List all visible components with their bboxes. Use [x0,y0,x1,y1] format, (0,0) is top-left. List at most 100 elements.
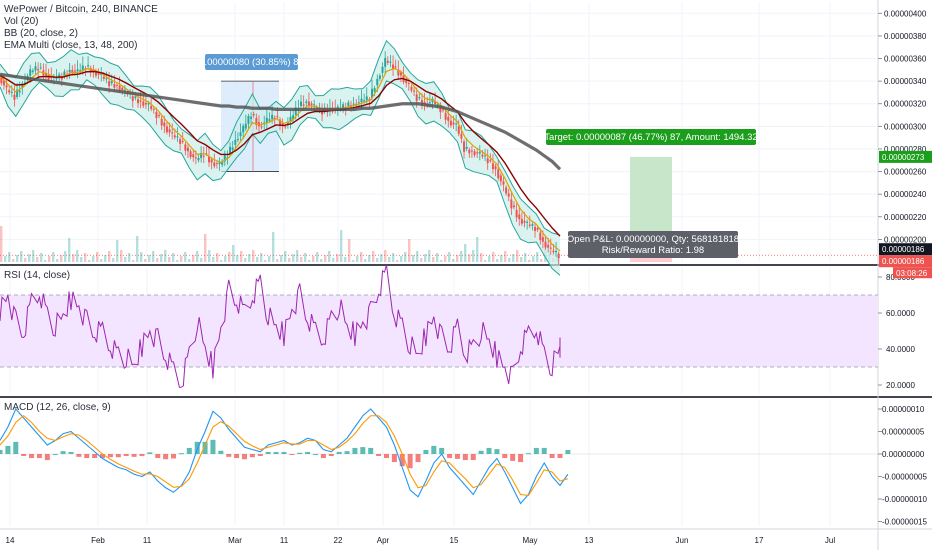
volume-bar [104,255,107,262]
candle-body [242,125,245,133]
candle-body [150,106,153,110]
time-tick-label: 22 [334,536,343,545]
rsi-tick-label: 40.0000 [886,345,915,354]
volume-bar [452,259,455,262]
candle-body [202,155,205,157]
volume-bar [172,253,175,262]
macd-plot [0,407,878,505]
candle-body [518,214,521,220]
volume-bar [80,257,83,262]
time-tick-label: Jun [676,536,689,545]
axes[interactable]: 0.00000400 0.00000380 0.00000360 0.00000340… [6,9,932,545]
candle-body [181,141,184,143]
candle-body [457,126,460,134]
symbol-title[interactable]: WePower / Bitcoin, 240, BINANCE [4,4,158,15]
candle-body [144,102,147,105]
volume-bar [336,254,339,262]
macd-histogram-bar [226,454,232,457]
volume-bar [460,251,463,262]
volume-bar [380,254,383,262]
candle-body [234,139,237,145]
target-price-badge [879,150,932,163]
volume-bar [364,259,367,262]
volume-bar [440,260,443,262]
candle-body [142,101,145,106]
macd-histogram-bar [320,454,326,459]
candle-body [439,106,442,113]
candle-body [137,99,140,104]
candle-body [460,133,463,139]
candle-body [557,253,560,259]
candle-body [171,132,174,134]
candle-body [0,75,3,84]
macd-histogram-bar [52,454,58,455]
volume-bar [504,251,507,262]
volume-bar [488,256,491,262]
indicator-bb[interactable]: BB (20, close, 2) [4,28,78,39]
volume-bar [348,239,351,262]
last-price-badge [879,243,932,256]
candle-body [352,103,355,105]
candle-body [60,77,63,80]
candle-body [321,110,324,115]
candle-body [192,154,195,158]
rsi-legend[interactable]: RSI (14, close) [4,270,71,281]
candle-body [394,66,397,68]
volume-bar [28,254,31,262]
stop-price-badge-text: 0.00000186 [882,257,925,266]
candle-body [2,80,5,86]
candle-body [218,161,221,165]
volume-bar [328,251,331,262]
volume-bar [128,253,131,262]
chart-legend[interactable]: WePower / Bitcoin, 240, BINANCE Vol (20)… [4,4,158,52]
candle-body [131,96,134,101]
volume-bar [292,254,295,262]
macd-pane[interactable] [0,398,878,528]
macd-histogram-bar [415,454,421,463]
countdown-badge [893,267,932,279]
volume-bar [68,238,71,262]
macd-histogram-bar [13,441,19,454]
time-tick-label: Jul [825,536,835,545]
volume-bar [208,250,211,262]
candle-body [186,147,189,152]
candle-body [484,155,487,157]
volume-bar [476,237,479,262]
price-tick-label: 0.00000340 [884,77,927,86]
candle-body [179,139,182,144]
candle-body [81,65,84,71]
volume-bar [56,259,59,262]
macd-histogram-bar [242,454,248,460]
candle-body [102,76,105,79]
volume-bar [228,252,231,262]
macd-histogram-bar [431,445,437,454]
candle-body [110,81,113,84]
volume-bar [100,259,103,262]
macd-legend[interactable]: MACD (12, 26, close, 9) [4,402,111,413]
volume-bar [16,255,19,262]
candle-body [384,57,387,67]
candle-body [520,219,523,224]
indicator-vol[interactable]: Vol (20) [4,16,39,27]
volume-bar [388,257,391,262]
volume-bar [400,256,403,262]
candle-body [294,107,297,116]
volume-bar [4,256,7,262]
macd-tick-label: -0.00000010 [882,495,927,504]
macd-tick-label: 0.00000010 [882,405,925,414]
macd-histogram-bar [494,449,500,454]
candle-body [502,181,505,185]
volume-bar [156,258,159,262]
volume-bar [416,251,419,262]
candle-body [208,156,211,163]
volume-bar [520,257,523,262]
macd-histogram-bar [115,454,121,458]
volume-bar [88,260,91,262]
macd-histogram-bar [470,454,476,461]
indicator-ema[interactable]: EMA Multi (close, 13, 48, 200) [4,40,138,51]
callout-labels[interactable]: 0.00000080 (30.85%) 80 Target: 0.00000087… [199,54,758,258]
price-tick-label: 0.00000220 [884,213,927,222]
volume-bar [12,259,15,262]
